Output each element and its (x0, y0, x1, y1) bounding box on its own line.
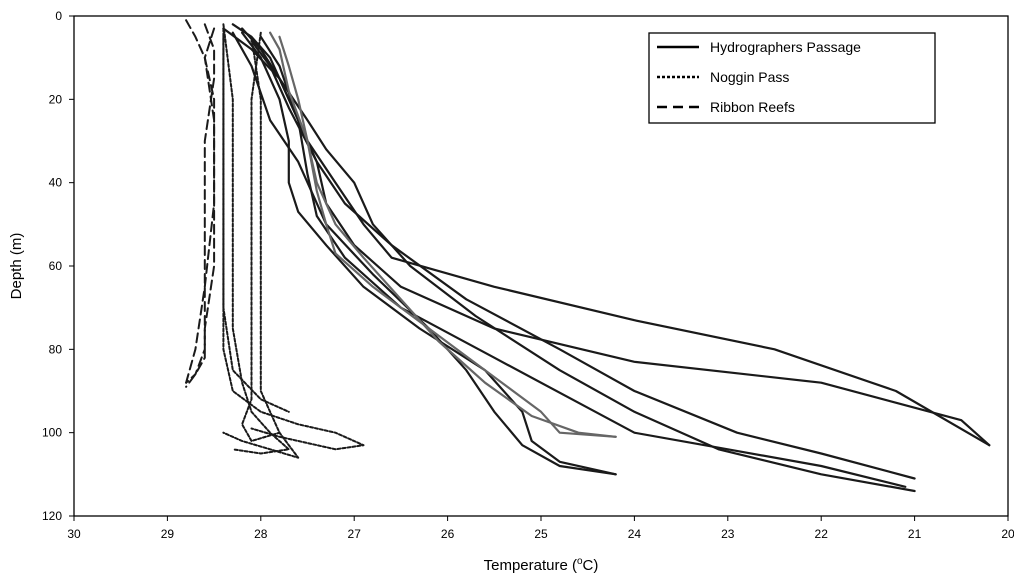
profile-line-noggin-pass (222, 35, 290, 413)
x-tick-label: 22 (815, 527, 829, 541)
y-tick-label: 40 (49, 176, 63, 190)
x-tick-label: 25 (534, 527, 548, 541)
y-tick-label: 60 (49, 259, 63, 273)
profile-line-hydrographers-passage (250, 39, 916, 480)
legend-label: Noggin Pass (710, 69, 789, 85)
x-tick-label: 24 (628, 527, 642, 541)
x-tick-label: 29 (161, 527, 175, 541)
x-axis: 30 29 28 27 26 25 24 23 22 21 20 (67, 516, 1014, 541)
legend-item-noggin-pass: Noggin Pass (657, 69, 789, 85)
x-tick-label: 26 (441, 527, 455, 541)
x-tick-label: 28 (254, 527, 268, 541)
x-tick-label: 23 (721, 527, 735, 541)
profile-line-noggin-pass (241, 31, 281, 442)
profile-line-hydrographers-passage (278, 35, 617, 438)
profile-line-ribbon-reefs (185, 19, 216, 388)
x-tick-label: 21 (908, 527, 922, 541)
legend: Hydrographers Passage Noggin Pass Ribbon… (648, 32, 936, 124)
profile-line-hydrographers-passage (222, 27, 916, 493)
profile-line-hydrographers-passage (269, 31, 617, 438)
y-axis: 0 20 40 60 80 100 120 (42, 9, 74, 523)
legend-item-hydrographers-passage: Hydrographers Passage (657, 39, 861, 55)
x-tick-label: 27 (348, 527, 362, 541)
profile-line-hydrographers-passage (231, 23, 991, 447)
profile-line-noggin-pass (222, 23, 290, 455)
profile-line-hydrographers-passage (241, 31, 617, 476)
y-tick-label: 0 (55, 9, 62, 23)
x-tick-label: 30 (67, 527, 81, 541)
y-tick-label: 80 (49, 342, 63, 356)
legend-label: Hydrographers Passage (710, 39, 861, 55)
y-tick-label: 20 (49, 92, 63, 106)
legend-label: Ribbon Reefs (710, 99, 795, 115)
profile-line-ribbon-reefs (185, 27, 216, 384)
legend-item-ribbon-reefs: Ribbon Reefs (657, 99, 795, 115)
y-tick-label: 120 (42, 509, 62, 523)
y-axis-title: Depth (m) (8, 233, 25, 300)
x-tick-label: 20 (1001, 527, 1014, 541)
profile-line-noggin-pass (222, 35, 300, 459)
profile-line-hydrographers-passage (231, 31, 617, 476)
x-axis-title: Temperature (oC) (484, 556, 599, 574)
y-tick-label: 100 (42, 426, 62, 440)
temperature-profiles (185, 19, 991, 493)
profile-line-ribbon-reefs (185, 23, 216, 384)
